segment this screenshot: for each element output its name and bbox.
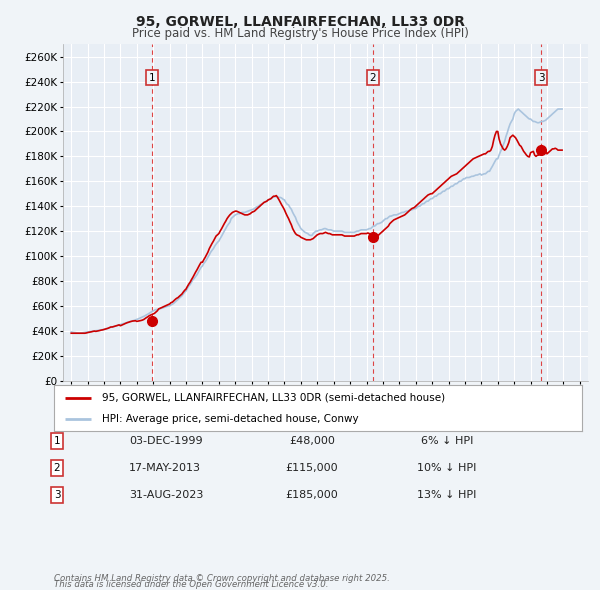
Text: 6% ↓ HPI: 6% ↓ HPI	[421, 436, 473, 445]
Text: £48,000: £48,000	[289, 436, 335, 445]
Text: Price paid vs. HM Land Registry's House Price Index (HPI): Price paid vs. HM Land Registry's House …	[131, 27, 469, 40]
Text: 2: 2	[369, 73, 376, 83]
Text: 1: 1	[149, 73, 155, 83]
Text: 3: 3	[53, 490, 61, 500]
Text: 31-AUG-2023: 31-AUG-2023	[129, 490, 203, 500]
Text: 1: 1	[53, 436, 61, 445]
Text: 95, GORWEL, LLANFAIRFECHAN, LL33 0DR: 95, GORWEL, LLANFAIRFECHAN, LL33 0DR	[136, 15, 464, 30]
Text: £185,000: £185,000	[286, 490, 338, 500]
Text: 03-DEC-1999: 03-DEC-1999	[129, 436, 203, 445]
Text: HPI: Average price, semi-detached house, Conwy: HPI: Average price, semi-detached house,…	[101, 414, 358, 424]
Text: 10% ↓ HPI: 10% ↓ HPI	[418, 463, 476, 473]
Text: 3: 3	[538, 73, 545, 83]
Text: £115,000: £115,000	[286, 463, 338, 473]
Text: Contains HM Land Registry data © Crown copyright and database right 2025.: Contains HM Land Registry data © Crown c…	[54, 574, 390, 583]
Text: 13% ↓ HPI: 13% ↓ HPI	[418, 490, 476, 500]
Text: 95, GORWEL, LLANFAIRFECHAN, LL33 0DR (semi-detached house): 95, GORWEL, LLANFAIRFECHAN, LL33 0DR (se…	[101, 392, 445, 402]
Text: 17-MAY-2013: 17-MAY-2013	[129, 463, 201, 473]
Text: 2: 2	[53, 463, 61, 473]
Text: This data is licensed under the Open Government Licence v3.0.: This data is licensed under the Open Gov…	[54, 580, 329, 589]
